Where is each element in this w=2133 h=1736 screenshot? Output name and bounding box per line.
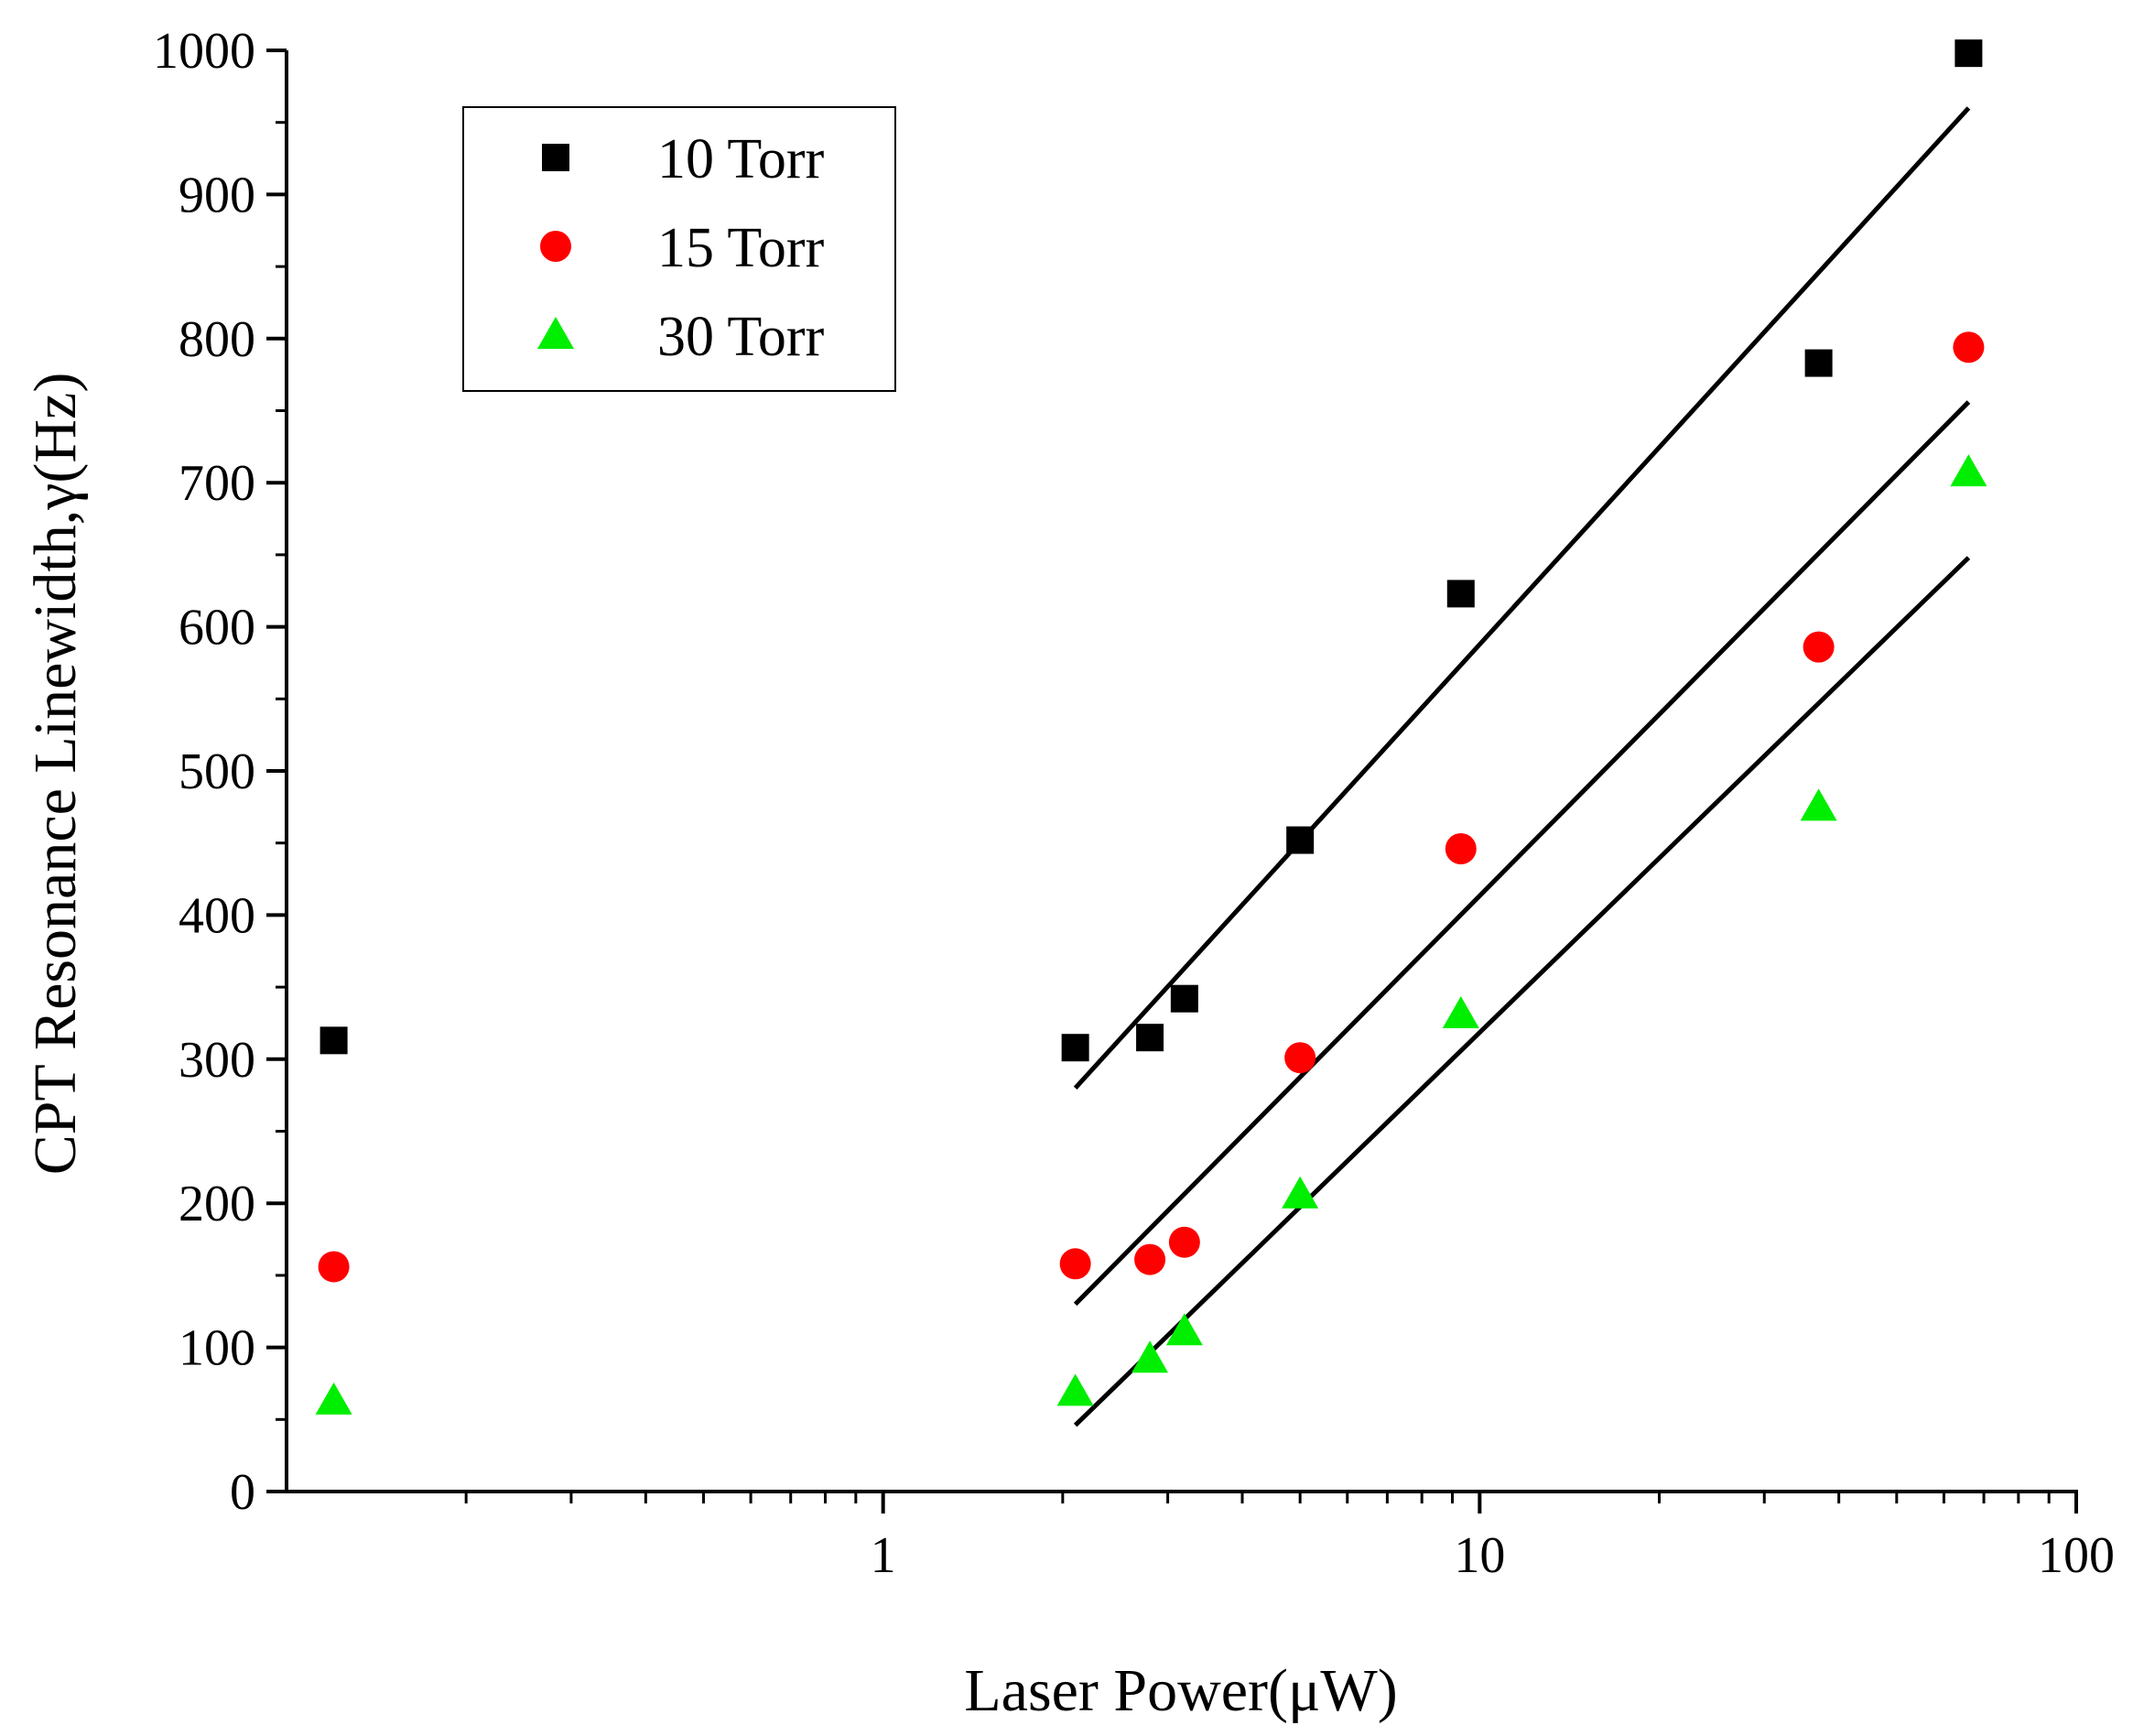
y-tick-label: 900	[179, 167, 255, 223]
y-tick-label: 100	[179, 1320, 255, 1377]
y-axis-title: CPT Resonance Linewidth,γ(Hz)	[22, 373, 89, 1176]
y-tick-label: 600	[179, 600, 255, 656]
legend-label-15-torr: 15 Torr	[657, 217, 825, 279]
y-tick-label: 700	[179, 455, 255, 512]
fit-line	[1073, 556, 1971, 1427]
legend-marker-10-torr	[542, 144, 569, 171]
point-30-torr	[1131, 1340, 1169, 1373]
point-15-torr	[1134, 1243, 1166, 1275]
point-10-torr	[1061, 1034, 1089, 1062]
point-30-torr	[1056, 1373, 1094, 1406]
fit-line	[1073, 400, 1971, 1307]
point-15-torr	[1059, 1248, 1091, 1280]
legend-marker-15-torr	[540, 231, 571, 262]
y-tick-label: 800	[179, 311, 255, 368]
fit-lines	[1073, 106, 1971, 1427]
point-30-torr	[1165, 1313, 1203, 1346]
point-10-torr	[1170, 984, 1198, 1013]
x-axis-title: Laser Power(μW)	[964, 1657, 1397, 1724]
point-10-torr	[1804, 349, 1833, 377]
y-tick-label: 1000	[153, 23, 255, 80]
legend-label-30-torr: 30 Torr	[657, 306, 825, 368]
y-tick-label: 500	[179, 743, 255, 800]
y-tick-label: 200	[179, 1176, 255, 1232]
point-30-torr	[1282, 1176, 1319, 1209]
x-tick-label: 1	[871, 1527, 896, 1584]
point-15-torr	[318, 1251, 350, 1283]
point-10-torr	[1136, 1024, 1164, 1052]
point-30-torr	[1800, 788, 1837, 821]
y-tick-label: 300	[179, 1032, 255, 1089]
point-30-torr	[315, 1382, 352, 1415]
point-15-torr	[1284, 1042, 1316, 1074]
point-30-torr	[1950, 454, 1987, 487]
point-15-torr	[1953, 331, 1985, 363]
legend-label-10-torr: 10 Torr	[657, 128, 825, 190]
fit-line	[1073, 106, 1971, 1090]
point-15-torr	[1168, 1226, 1200, 1258]
legend-box	[462, 106, 896, 392]
point-15-torr	[1803, 631, 1835, 663]
x-tick-label: 100	[2038, 1527, 2115, 1584]
point-10-torr	[1954, 39, 1983, 68]
legend-marker-30-torr	[537, 317, 574, 349]
point-10-torr	[1286, 826, 1315, 854]
point-10-torr	[1446, 580, 1475, 608]
point-15-torr	[1445, 832, 1477, 864]
data-points	[315, 39, 1987, 1415]
point-10-torr	[319, 1026, 348, 1055]
x-tick-label: 10	[1454, 1527, 1505, 1584]
legend: 10 Torr 15 Torr 30 Torr	[462, 106, 896, 392]
point-30-torr	[1442, 996, 1479, 1029]
y-tick-label: 0	[230, 1464, 255, 1521]
axis-ticks: 0 100 200 300 400 500 600 700 800 900 1000 1 10 100	[153, 23, 2115, 1584]
y-tick-label: 400	[179, 887, 255, 944]
